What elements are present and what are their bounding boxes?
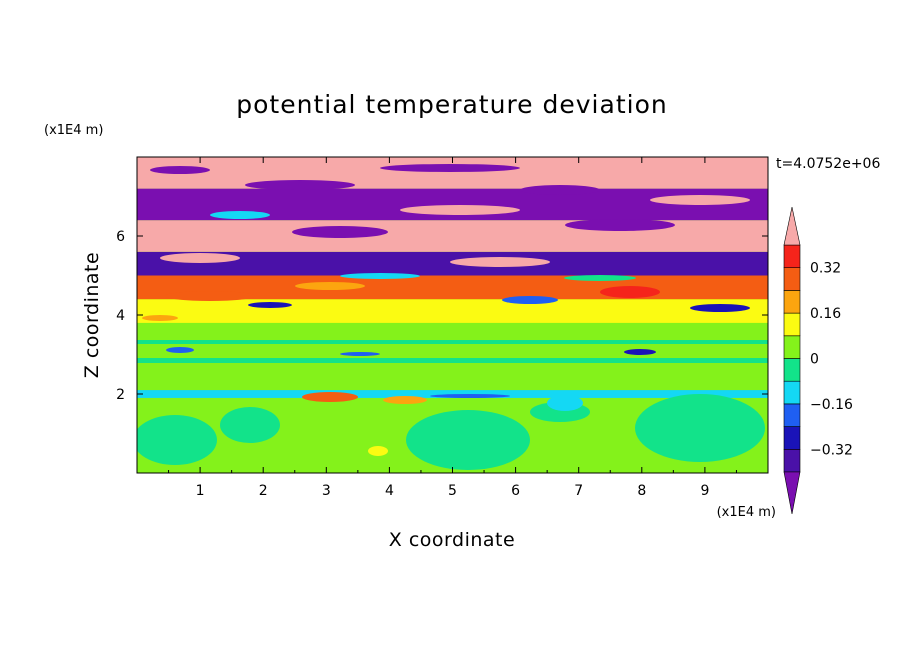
colorbar: −0.32 −0.16 0 0.16 0.32 [783, 206, 853, 515]
x-tick-label: 3 [322, 483, 331, 499]
x-tick-label: 1 [196, 483, 205, 499]
colorbar-segment [783, 290, 801, 314]
y-tick-label: 4 [116, 308, 125, 324]
colorbar-segment [783, 244, 801, 269]
colorbar-extend-max [783, 206, 801, 246]
field-band-2 [137, 322, 768, 391]
x-tick-label: 6 [511, 483, 520, 499]
colorbar-segment [783, 380, 801, 405]
x-tick-label: 9 [700, 483, 709, 499]
y-tick-label: 2 [116, 387, 125, 403]
plot-area [137, 157, 768, 473]
colorbar-segment [783, 267, 801, 291]
y-axis-label: Z coordinate [81, 252, 103, 378]
y-axis-unit: (x1E4 m) [44, 123, 103, 138]
x-tick-label: 5 [448, 483, 457, 499]
field-detail [137, 164, 768, 470]
colorbar-segment [783, 335, 801, 359]
colorbar-segment [783, 403, 801, 427]
x-tick-label: 7 [574, 483, 583, 499]
x-tick-label: 2 [259, 483, 268, 499]
colorbar-extend-min [783, 471, 801, 515]
x-axis-label: X coordinate [389, 529, 515, 551]
colorbar-label: 0.16 [810, 306, 841, 322]
x-tick-label: 4 [385, 483, 394, 499]
colorbar-segment [783, 426, 801, 450]
colorbar-label: 0.32 [810, 261, 841, 277]
colorbar-label: 0 [810, 352, 819, 368]
y-tick-label: 6 [116, 229, 125, 245]
field-band-5 [137, 251, 768, 276]
colorbar-label: −0.32 [810, 442, 853, 458]
colorbar-segment [783, 358, 801, 382]
colorbar-segment [783, 448, 801, 473]
time-stamp: t=4.0752e+06 [776, 156, 880, 172]
colorbar-label: −0.16 [810, 397, 853, 413]
x-tick-label: 8 [637, 483, 646, 499]
x-axis-unit: (x1E4 m) [717, 505, 776, 520]
field-band-1 [137, 390, 768, 398]
colorbar-segment [783, 312, 801, 337]
chart-title: potential temperature deviation [236, 90, 667, 119]
